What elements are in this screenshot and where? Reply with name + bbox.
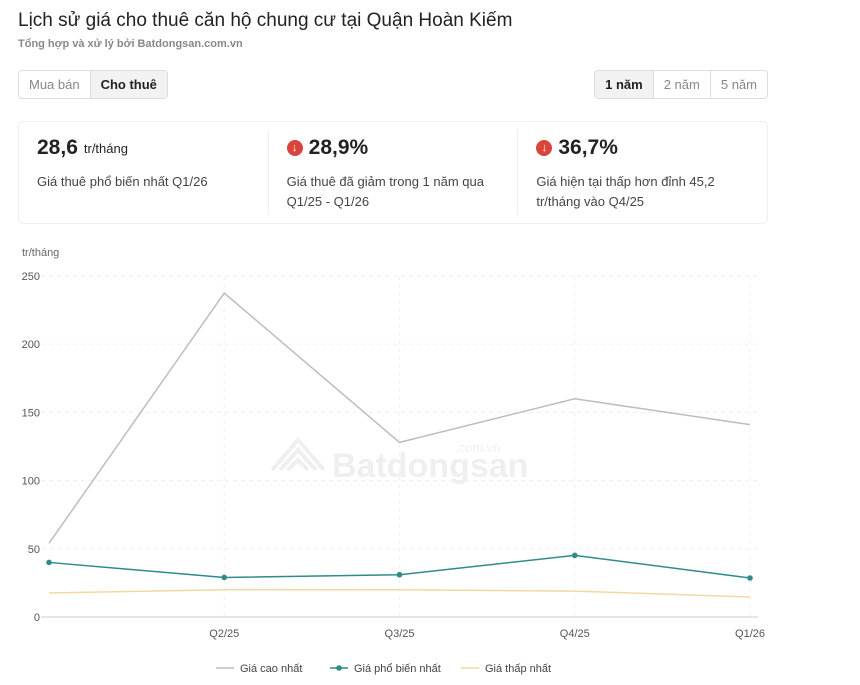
stat-desc: Giá hiện tại thấp hơn đỉnh 45,2 tr/tháng… [536,174,715,209]
x-tick-label: Q1/26 [735,628,765,640]
y-tick-label: 250 [22,271,40,283]
x-tick-label: Q3/25 [385,628,415,640]
svg-text:Batdongsan: Batdongsan [332,447,528,485]
mode-toggle: Mua bán Cho thuê [18,70,168,99]
y-axis-label: tr/tháng [22,247,59,259]
stat-popular-price: 28,6 tr/tháng Giá thuê phổ biến nhất Q1/2… [19,130,269,215]
y-tick-label: 50 [28,544,40,556]
stat-value: 28,6 [37,136,78,159]
page-subtitle: Tổng hợp và xử lý bởi Batdongsan.com.vn [18,38,243,50]
stat-desc: Giá thuê phổ biến nhất Q1/26 [37,174,208,189]
stat-unit: tr/tháng [83,140,128,156]
stats-panel: 28,6 tr/tháng Giá thuê phổ biến nhất Q1/2… [18,121,768,224]
stat-yearly-change: ↓ 28,9% Giá thuê đã giảm trong 1 năm qua … [269,130,519,215]
data-point [571,552,578,559]
y-tick-label: 0 [34,612,40,624]
x-tick-label: Q4/25 [560,628,590,640]
legend-label: Giá cao nhất [240,663,302,675]
data-point [747,575,753,581]
tab-1-nam[interactable]: 1 năm [595,71,654,98]
x-tick-label: Q2/25 [209,628,239,640]
legend-label: Giá thấp nhất [485,663,551,675]
y-tick-label: 150 [22,407,40,419]
page-title: Lịch sử giá cho thuê căn hộ chung cư tại… [18,10,513,31]
series-line [48,291,751,544]
y-tick-label: 100 [22,476,40,488]
svg-text:.com.vn: .com.vn [455,440,501,455]
stat-peak-diff: ↓ 36,7% Giá hiện tại thấp hơn đỉnh 45,2 t… [518,130,767,215]
arrow-down-icon: ↓ [536,140,553,156]
legend-label: Giá phổ biến nhất [354,663,441,675]
data-point [396,571,403,578]
data-point [221,574,228,581]
series-line [48,588,751,598]
stat-value: 28,9% [308,136,369,159]
arrow-down-icon: ↓ [286,140,303,156]
tab-mua-ban[interactable]: Mua bán [19,71,91,98]
legend-marker [336,665,342,671]
watermark-logo: Batdongsan .com.vn [270,436,528,485]
tab-5-nam[interactable]: 5 năm [720,77,757,92]
y-tick-label: 200 [22,339,40,351]
tab-2-nam[interactable]: 2 năm [654,71,711,98]
data-point [46,559,52,566]
tab-cho-thue[interactable]: Cho thuê [90,71,167,98]
stat-value: 36,7% [558,136,618,159]
range-toggle: 1 năm 2 năm 5 năm [594,70,768,99]
stat-desc: Giá thuê đã giảm trong 1 năm qua Q1/25 -… [286,174,484,209]
